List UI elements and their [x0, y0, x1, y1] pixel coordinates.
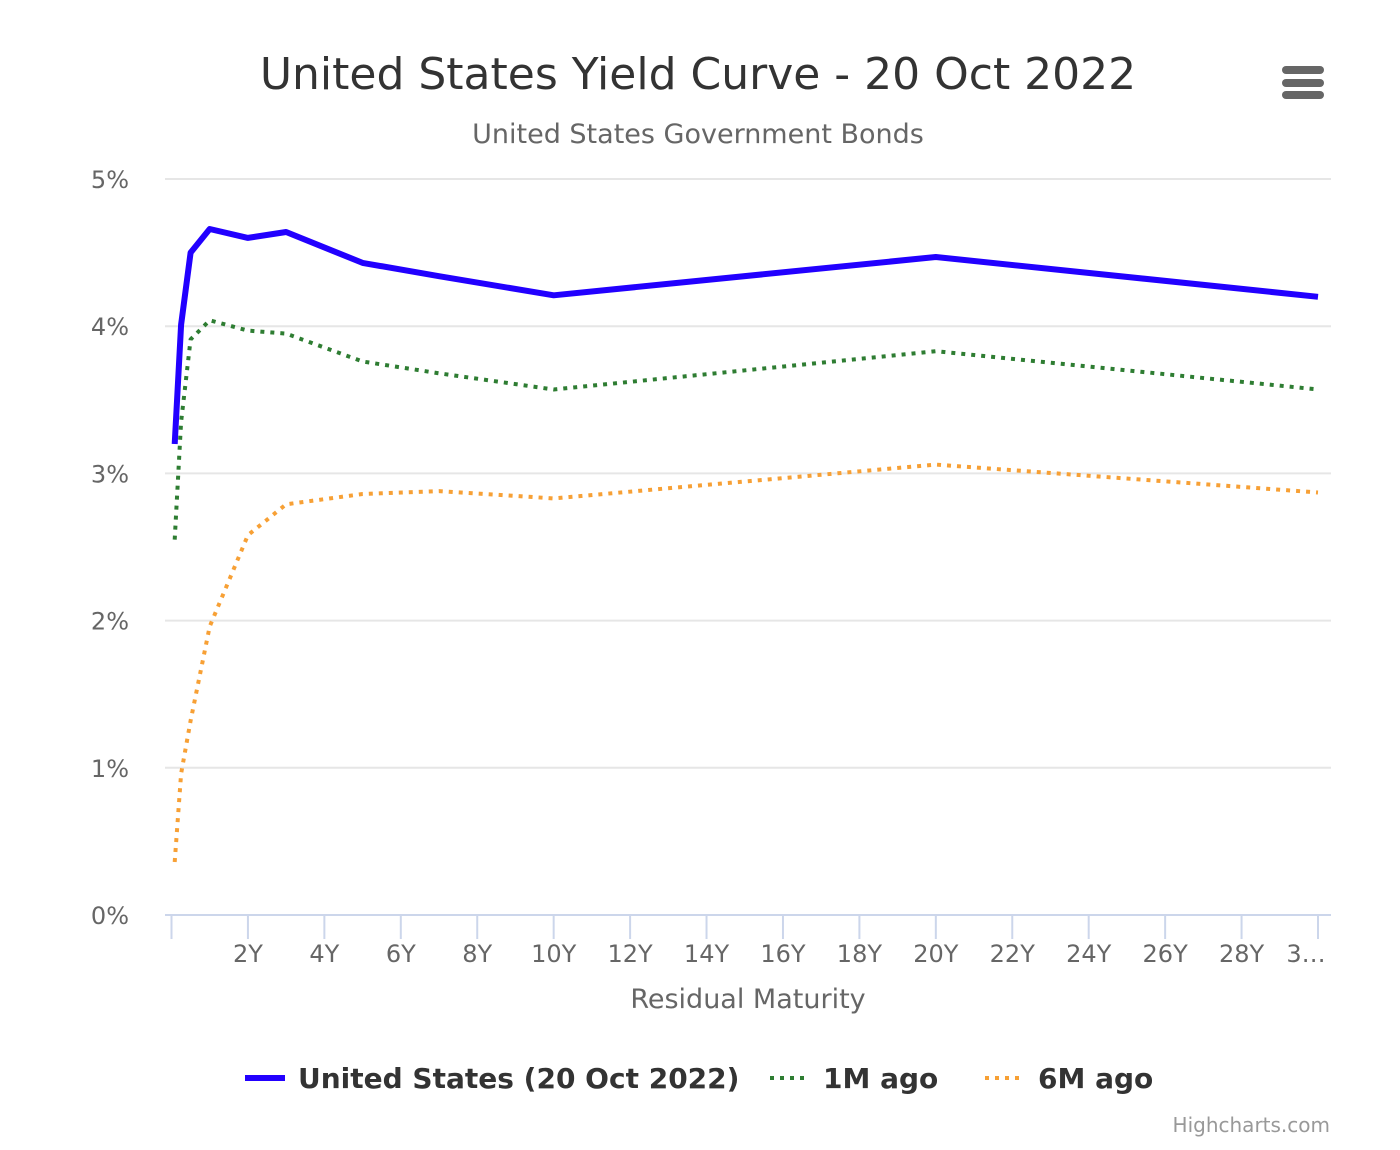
x-tick-label: 18Y	[837, 940, 883, 968]
x-axis-title: Residual Maturity	[630, 984, 865, 1015]
y-tick-label: 0%	[91, 902, 129, 930]
chart-subtitle: United States Government Bonds	[472, 119, 924, 150]
x-tick-label: 22Y	[990, 940, 1036, 968]
legend-label: 6M ago	[1038, 1062, 1153, 1095]
y-tick-label: 1%	[91, 755, 129, 783]
x-tick-label: 2Y	[233, 940, 263, 968]
series-line-2	[172, 462, 1319, 863]
legend-label: United States (20 Oct 2022)	[298, 1062, 739, 1095]
y-axis: 0% 1% 2% 3% 4% 5%	[91, 166, 129, 930]
x-tick-label: 16Y	[760, 940, 806, 968]
x-tick-label: 3…	[1286, 940, 1325, 968]
legend-item-0[interactable]: United States (20 Oct 2022)	[245, 1062, 739, 1095]
credits-link[interactable]: Highcharts.com	[1173, 1113, 1330, 1137]
x-tick-label: 24Y	[1066, 940, 1112, 968]
series-line-1	[172, 318, 1319, 540]
x-axis: 2Y 4Y 6Y 8Y 10Y 12Y 14Y 16Y 18Y 20Y 22Y 24Y 26Y 28Y 3…	[165, 914, 1331, 968]
y-tick-label: 5%	[91, 166, 129, 194]
series-lines	[171, 226, 1319, 863]
grid-lines	[165, 178, 1331, 769]
series-line-0	[171, 226, 1319, 445]
x-tick-label: 14Y	[684, 940, 730, 968]
legend: United States (20 Oct 2022) 1M ago 6M ago	[245, 1062, 1153, 1095]
chart-title: United States Yield Curve - 20 Oct 2022	[260, 49, 1136, 100]
x-tick-label: 6Y	[386, 940, 416, 968]
x-tick-label: 26Y	[1143, 940, 1189, 968]
x-tick-label: 10Y	[531, 940, 577, 968]
y-tick-label: 4%	[91, 313, 129, 341]
legend-item-2[interactable]: 6M ago	[985, 1062, 1153, 1095]
x-tick-label: 8Y	[462, 940, 492, 968]
x-tick-label: 20Y	[913, 940, 959, 968]
legend-label: 1M ago	[823, 1062, 938, 1095]
x-tick-label: 28Y	[1219, 940, 1265, 968]
x-tick-label: 4Y	[309, 940, 339, 968]
x-tick-label: 12Y	[607, 940, 653, 968]
y-tick-label: 3%	[91, 460, 129, 488]
y-tick-label: 2%	[91, 608, 129, 636]
hamburger-menu-icon[interactable]	[1282, 66, 1324, 99]
legend-item-1[interactable]: 1M ago	[770, 1062, 938, 1095]
